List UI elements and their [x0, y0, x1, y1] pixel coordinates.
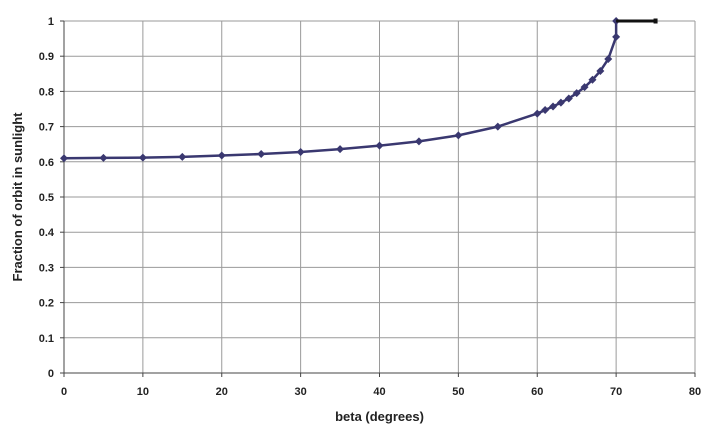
data-point [604, 55, 613, 64]
x-tick-label: 10 [137, 386, 149, 398]
data-point [178, 152, 187, 161]
x-tick-label: 0 [61, 386, 67, 398]
data-point [572, 89, 581, 98]
data-point [556, 98, 565, 107]
y-tick-label: 0.3 [39, 262, 54, 274]
series [60, 17, 658, 163]
data-point [541, 106, 550, 115]
y-tick-label: 1 [48, 16, 54, 28]
y-tick-label: 0.1 [39, 333, 54, 345]
data-point [588, 75, 597, 84]
x-tick-labels: 0 10 20 30 40 50 60 70 80 [61, 386, 701, 398]
x-tick-label: 30 [295, 386, 307, 398]
x-tick-label: 20 [216, 386, 228, 398]
axes [60, 20, 696, 377]
data-point [564, 94, 573, 103]
x-tick-label: 40 [373, 386, 385, 398]
grid [63, 20, 696, 374]
y-tick-label: 0.9 [39, 51, 54, 63]
x-tick-label: 80 [689, 386, 701, 398]
data-point [60, 154, 68, 163]
data-point [533, 109, 542, 118]
data-point [580, 83, 589, 92]
series-line-0 [63, 21, 618, 160]
x-tick-label: 70 [610, 386, 622, 398]
data-point [257, 150, 266, 159]
data-point [138, 153, 147, 162]
y-tick-label: 0.7 [39, 122, 54, 134]
data-point [375, 141, 384, 150]
x-tick-label: 50 [452, 386, 464, 398]
data-point [99, 153, 108, 162]
y-tick-label: 0.2 [39, 298, 54, 310]
y-tick-label: 0.5 [39, 192, 54, 204]
data-point [596, 66, 605, 75]
data-point [414, 137, 423, 146]
data-point [217, 151, 226, 160]
data-point [493, 122, 502, 131]
data-point [549, 102, 558, 111]
y-tick-label: 0 [48, 368, 54, 380]
x-axis-title: beta (degrees) [335, 409, 424, 424]
line-end-cap [653, 18, 658, 24]
y-tick-label: 0.8 [39, 86, 54, 98]
data-point [336, 145, 345, 154]
data-point [296, 147, 305, 156]
data-point [612, 32, 621, 41]
data-point [454, 131, 463, 140]
y-tick-label: 0.4 [39, 227, 55, 239]
y-tick-label: 0.6 [39, 157, 54, 169]
y-axis-title: Fraction of orbit in sunlight [10, 112, 25, 282]
x-tick-label: 60 [531, 386, 543, 398]
y-tick-labels: 0 0.1 0.2 0.3 0.4 0.5 0.6 0.7 0.8 0.9 1 [39, 16, 55, 380]
